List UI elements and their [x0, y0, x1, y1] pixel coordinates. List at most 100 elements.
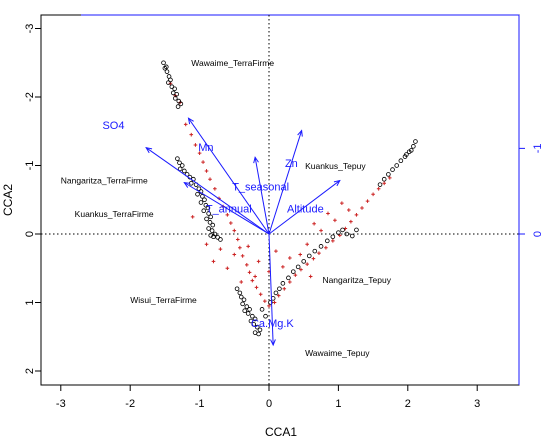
species-point — [256, 259, 261, 264]
site-point — [178, 101, 184, 107]
species-point — [225, 266, 230, 271]
site-point — [244, 304, 250, 309]
site-point — [254, 324, 260, 330]
species-point — [225, 213, 230, 217]
species-point — [365, 199, 370, 203]
site-point — [242, 308, 248, 314]
species-point — [382, 181, 387, 186]
species-point — [354, 213, 359, 217]
site-point — [256, 331, 261, 337]
vector-arrow — [268, 233, 274, 345]
axis-ticks: -3 -2 -1 0 1 2 3 -3 -2 -1 0 1 2 -1 0 — [24, 24, 544, 410]
species-point — [235, 237, 240, 242]
species-point — [239, 280, 244, 284]
vector-arrow — [254, 157, 270, 235]
site-point — [394, 163, 399, 168]
site-point — [164, 69, 170, 74]
species-point — [326, 211, 330, 216]
x-tick-label: -1 — [195, 398, 205, 410]
species-point — [247, 270, 252, 275]
species-point — [232, 228, 237, 233]
species-point — [324, 245, 328, 250]
vector-arrowhead — [183, 181, 191, 188]
site-point — [268, 300, 273, 305]
site-label: Wisui_TerraFirme — [130, 295, 197, 305]
species-point — [333, 218, 337, 223]
species-point — [317, 251, 321, 255]
site-point — [257, 327, 263, 333]
site-point — [398, 158, 404, 164]
site-point — [277, 286, 282, 292]
vector-label: Zn — [285, 158, 298, 170]
vector-label: Mn — [198, 142, 213, 154]
site-point — [263, 313, 268, 319]
species-point — [281, 265, 285, 269]
species-point — [229, 221, 233, 225]
species-point — [213, 186, 217, 191]
vector-arrowhead — [145, 146, 153, 154]
site-point — [182, 168, 187, 174]
site-point — [202, 197, 207, 203]
species-point — [387, 176, 392, 180]
species-point — [276, 293, 281, 298]
species-point — [254, 285, 259, 290]
species-point — [311, 256, 316, 261]
site-label: Nangaritza_TerraFirme — [61, 176, 148, 186]
site-point — [234, 286, 240, 292]
site-point — [179, 163, 185, 168]
site-point — [286, 275, 291, 281]
species-point — [340, 201, 344, 205]
species-point — [246, 244, 250, 249]
species-point — [274, 249, 278, 253]
species-point — [308, 274, 313, 279]
species-point — [263, 299, 267, 303]
species-point — [190, 215, 195, 219]
site-point — [205, 205, 211, 211]
site-point — [252, 316, 258, 322]
species-point — [211, 259, 216, 264]
site-label: Wawaime_TerraFirme — [191, 58, 274, 68]
site-label: Wawaime_Tepuy — [305, 348, 370, 358]
species-point — [319, 228, 323, 233]
site-point — [411, 144, 416, 149]
species-point — [208, 177, 212, 181]
species-point — [193, 143, 198, 147]
site-point — [377, 182, 383, 187]
x-axis-title: CCA1 — [265, 425, 297, 439]
vector-arrow — [268, 130, 303, 235]
y-tick-label: -1 — [24, 161, 36, 171]
y-tick-label: 2 — [24, 368, 36, 374]
site-point — [312, 248, 318, 254]
species-point — [347, 208, 351, 212]
y-tick-label: -3 — [24, 24, 36, 34]
site-point — [259, 307, 265, 312]
site-point — [162, 65, 168, 71]
species-point — [240, 254, 245, 258]
environmental-vectors: SO4 Mn Zn T_seasonal T_annual Altitude Ca.Mg.K — [102, 117, 341, 347]
site-label: Kuankus_TerraFirme — [75, 209, 154, 219]
vector-label: Altitude — [287, 204, 324, 216]
y-tick-label: -2 — [24, 92, 36, 102]
site-point — [204, 216, 209, 222]
site-point — [177, 160, 182, 166]
x-tick-label: 0 — [266, 398, 272, 410]
site-point — [247, 307, 252, 312]
site-point — [208, 214, 214, 220]
site-points — [161, 60, 418, 337]
site-point — [210, 222, 216, 228]
site-point — [290, 269, 296, 274]
species-point — [293, 273, 298, 277]
species-point — [305, 262, 309, 266]
y-tick-label: 1 — [24, 299, 36, 305]
site-point — [238, 294, 244, 300]
y-tick-label: 0 — [24, 231, 36, 237]
site-point — [240, 301, 245, 307]
species-point — [250, 278, 255, 283]
vector-arrowhead — [333, 179, 341, 187]
y-axis-title: CCA2 — [1, 184, 15, 216]
species-point — [258, 292, 263, 297]
site-point — [250, 313, 255, 319]
species-point — [204, 242, 209, 247]
species-point — [305, 242, 309, 247]
vector-label: T_annual — [206, 204, 252, 216]
